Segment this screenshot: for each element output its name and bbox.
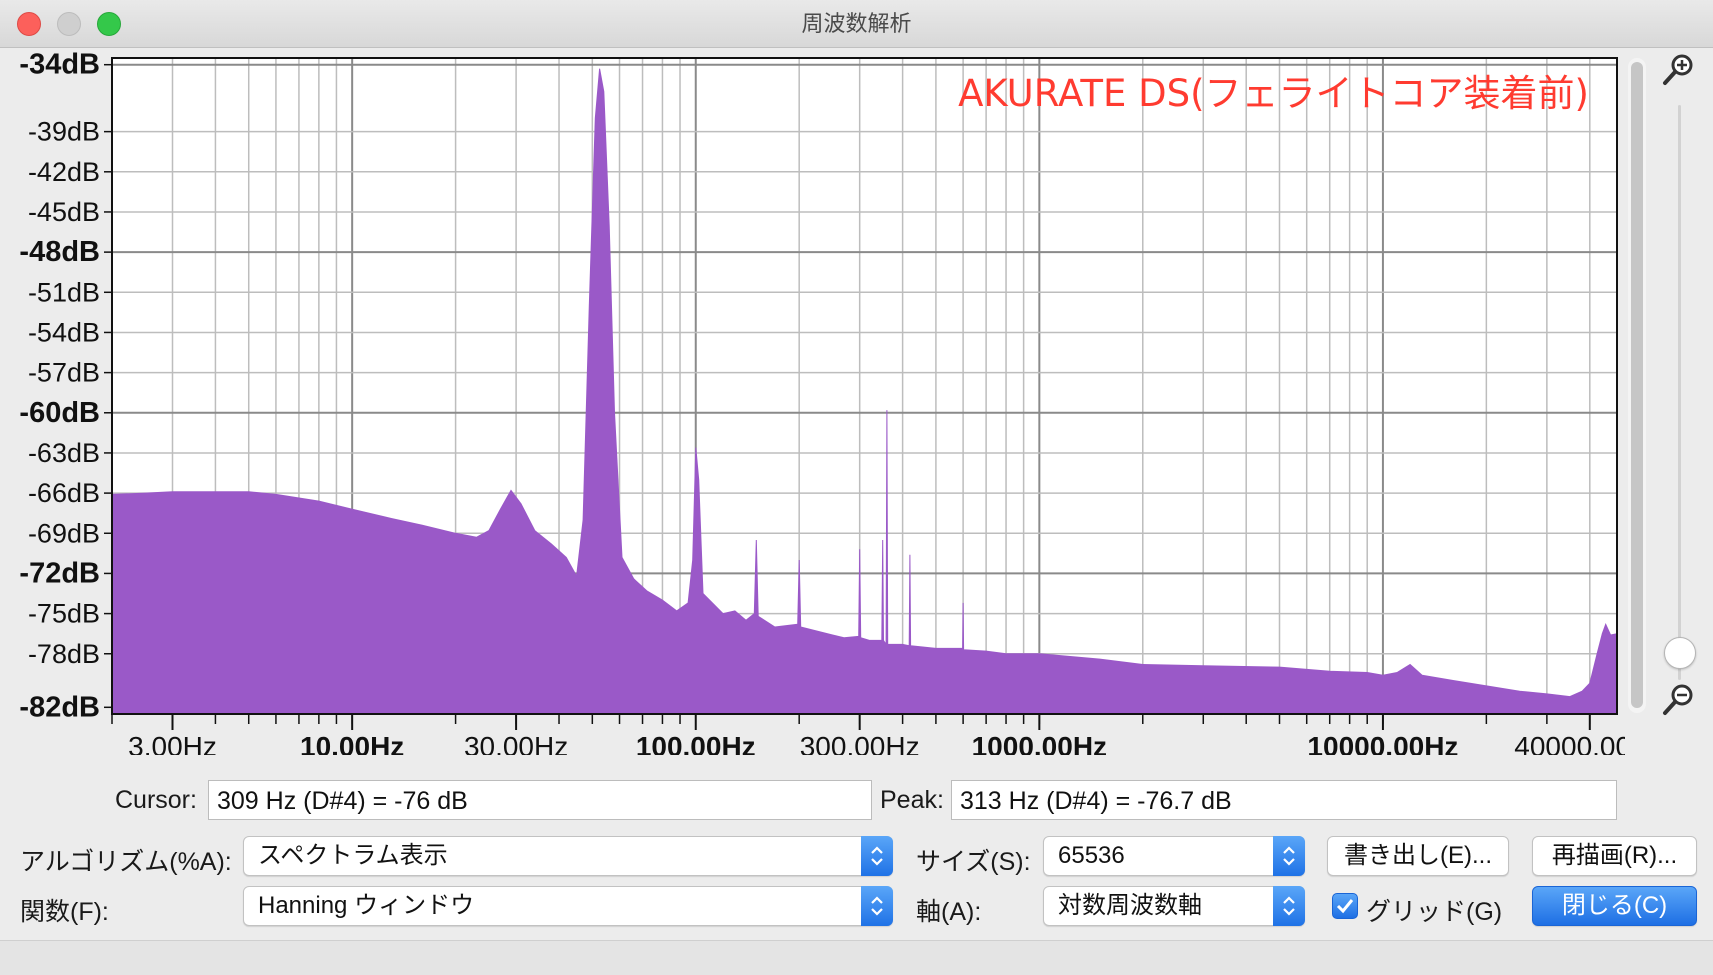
- grid-checkbox-label[interactable]: グリッド(G): [1366, 898, 1503, 926]
- cursor-readout-field[interactable]: 309 Hz (D#4) = -76 dB: [208, 780, 872, 820]
- y-tick-label: -34dB: [19, 49, 100, 81]
- bottom-status-bar: [0, 940, 1713, 975]
- x-tick-label: 300.00Hz: [800, 731, 920, 755]
- algorithm-label: アルゴリズム(%A):: [20, 848, 232, 876]
- y-tick-label: -42dB: [28, 157, 100, 187]
- cursor-label: Cursor:: [115, 786, 197, 814]
- axis-select[interactable]: 対数周波数軸: [1043, 886, 1305, 926]
- axis-select-value: 対数周波数軸: [1058, 892, 1202, 919]
- plot-frame: [111, 57, 1618, 715]
- y-tick-label: -72dB: [19, 557, 100, 589]
- y-tick-label: -51dB: [28, 277, 100, 307]
- function-label: 関数(F):: [20, 898, 109, 926]
- x-tick-label: 100.00Hz: [636, 731, 756, 755]
- spectrum-chart[interactable]: -34dB -39dB -42dB -45dB -48dB -51dB -54dB -57dB…: [0, 47, 1625, 755]
- y-tick-label: -45dB: [28, 197, 100, 227]
- minimize-window-button[interactable]: [57, 12, 81, 36]
- y-tick-label: -82dB: [19, 691, 100, 723]
- title-bar: 周波数解析: [0, 0, 1713, 48]
- zoom-in-icon[interactable]: [1662, 52, 1696, 86]
- x-tick-label: 3.00Hz: [128, 731, 217, 755]
- x-tick-label: 10000.00Hz: [1307, 731, 1458, 755]
- y-tick-label: -54dB: [28, 317, 100, 347]
- peak-label: Peak:: [880, 786, 944, 814]
- size-select[interactable]: 65536: [1043, 836, 1305, 876]
- spectrum-area: [111, 68, 1618, 715]
- size-label: サイズ(S):: [916, 848, 1031, 876]
- checkmark-icon: [1336, 899, 1354, 914]
- window-function-select[interactable]: Hanning ウィンドウ: [243, 886, 893, 926]
- replot-button[interactable]: 再描画(R)...: [1532, 836, 1697, 876]
- algorithm-select[interactable]: スペクトラム表示: [243, 836, 893, 876]
- y-tick-label: -66dB: [28, 478, 100, 508]
- close-button[interactable]: 閉じる(C): [1532, 886, 1697, 926]
- zoom-out-icon[interactable]: [1662, 682, 1696, 716]
- y-tick-label: -75dB: [28, 599, 100, 629]
- grid-checkbox[interactable]: [1332, 893, 1358, 919]
- y-tick-label: -63dB: [28, 438, 100, 468]
- y-tick-label: -78dB: [28, 639, 100, 669]
- chart-vertical-scrollbar[interactable]: [1628, 58, 1646, 713]
- x-tick-label: 30.00Hz: [464, 731, 568, 755]
- chart-title: AKURATE DS(フェライトコア装着前): [958, 72, 1589, 115]
- zoom-slider-knob[interactable]: [1664, 637, 1696, 669]
- x-tick-label: 10.00Hz: [300, 731, 404, 755]
- y-tick-label: -69dB: [28, 518, 100, 548]
- updown-chevron-icon: [861, 836, 893, 876]
- scrollbar-thumb[interactable]: [1631, 62, 1643, 708]
- algorithm-select-value: スペクトラム表示: [258, 842, 448, 869]
- y-tick-label: -39dB: [28, 117, 100, 147]
- axis-label: 軸(A):: [916, 898, 982, 926]
- updown-chevron-icon: [1273, 836, 1305, 876]
- zoom-window-button[interactable]: [97, 12, 121, 36]
- size-select-value: 65536: [1058, 842, 1125, 869]
- updown-chevron-icon: [861, 886, 893, 926]
- x-tick-label: 40000.00Hz: [1514, 731, 1625, 755]
- window-title: 周波数解析: [801, 11, 912, 36]
- close-window-button[interactable]: [17, 12, 41, 36]
- y-tick-label: -48dB: [19, 236, 100, 268]
- zoom-slider-track[interactable]: [1678, 105, 1681, 680]
- updown-chevron-icon: [1273, 886, 1305, 926]
- window-function-select-value: Hanning ウィンドウ: [258, 892, 475, 919]
- x-tick-label: 1000.00Hz: [972, 731, 1107, 755]
- y-tick-label: -57dB: [28, 358, 100, 388]
- y-tick-label: -60dB: [19, 397, 100, 429]
- peak-readout-field[interactable]: 313 Hz (D#4) = -76.7 dB: [951, 780, 1617, 820]
- export-button[interactable]: 書き出し(E)...: [1327, 836, 1509, 876]
